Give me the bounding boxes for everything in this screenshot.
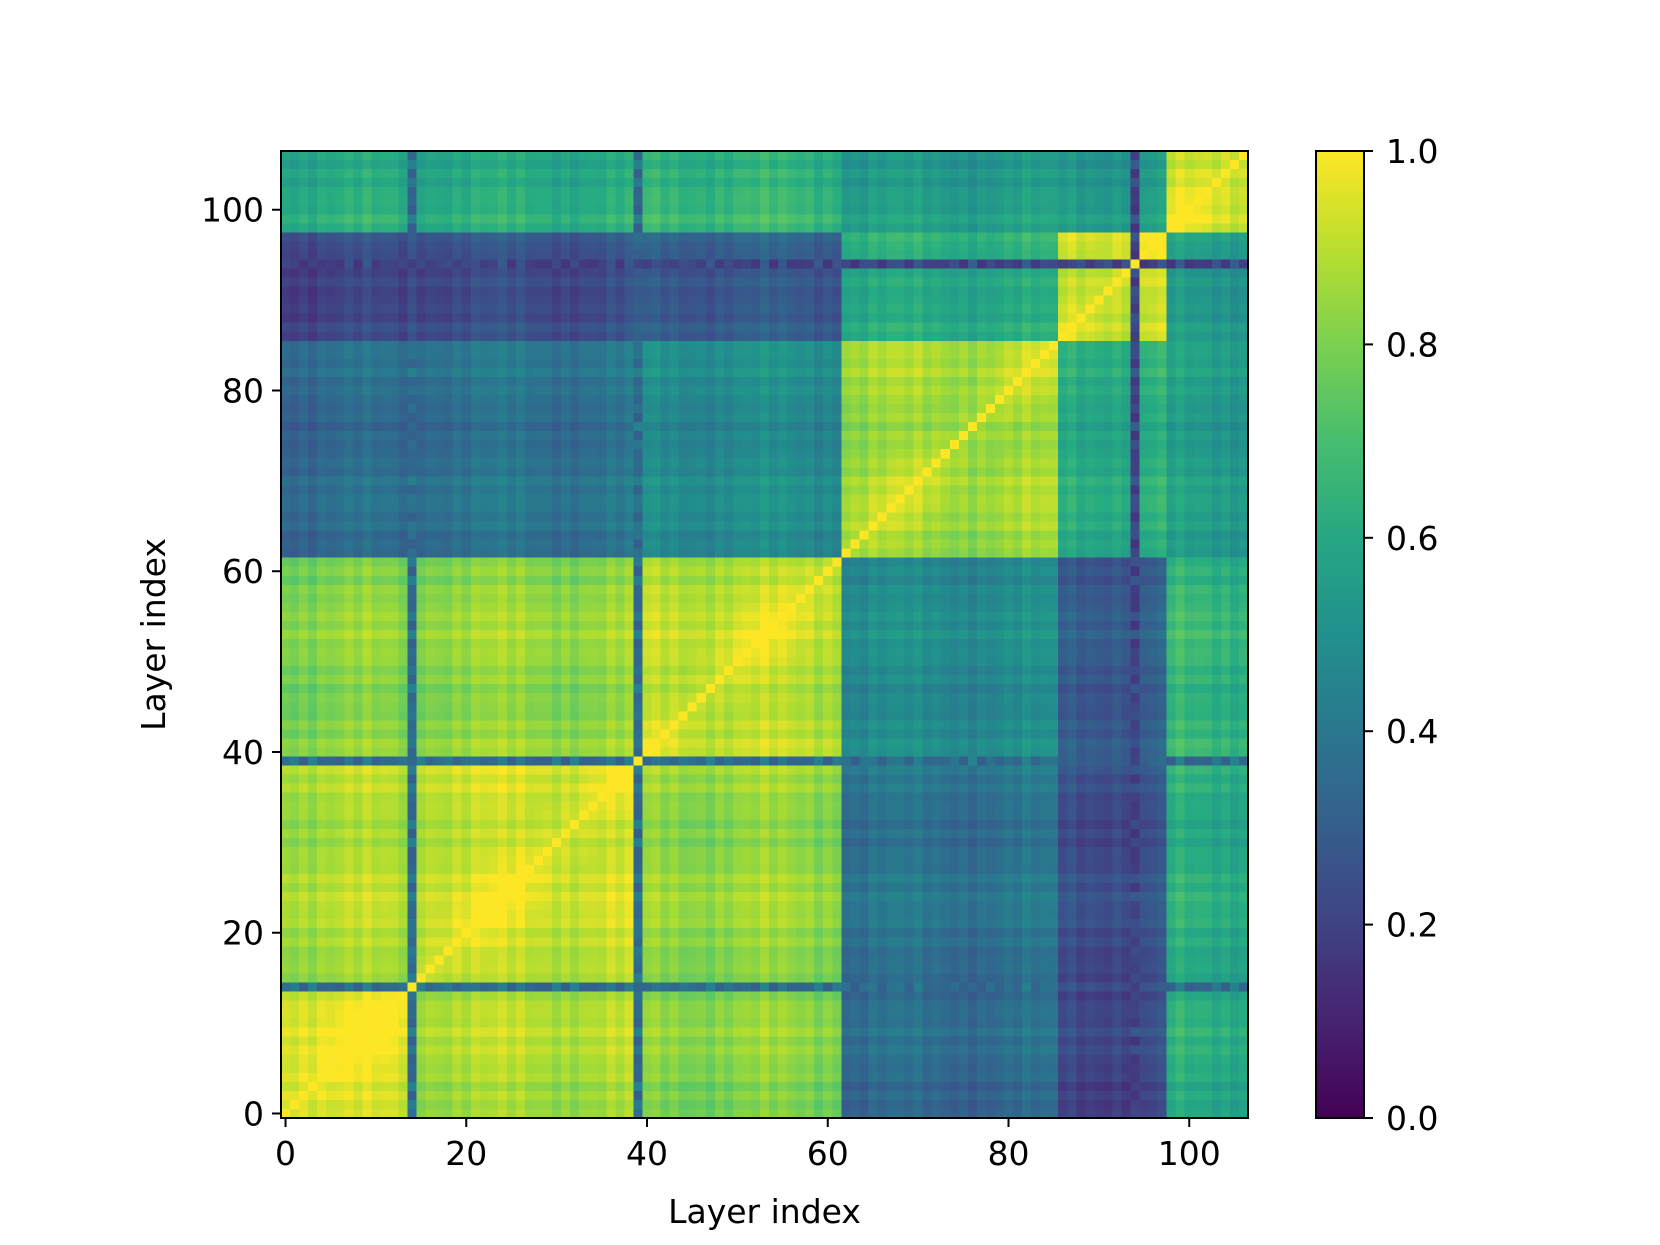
- y-tick-label: 60: [222, 552, 264, 591]
- colorbar-frame: [1315, 150, 1365, 1119]
- x-axis-label: Layer index: [668, 1192, 861, 1231]
- heatmap-cells: [281, 151, 1248, 1118]
- y-axis-ticks: 0 20 40 60 80 100: [201, 191, 281, 1133]
- y-tick-label: 80: [222, 371, 264, 410]
- x-tick-label: 0: [275, 1134, 296, 1173]
- colorbar-tick-label: 0.4: [1386, 712, 1438, 751]
- x-axis-ticks: 0 20 40 60 80 100: [275, 1118, 1221, 1173]
- colorbar-ticks: 0.0 0.2 0.4 0.6 0.8 1.0: [1364, 132, 1438, 1138]
- y-axis-label: Layer index: [134, 538, 173, 731]
- y-tick-label: 40: [222, 733, 264, 772]
- y-tick-label: 0: [243, 1094, 264, 1133]
- colorbar-tick-label: 0.0: [1386, 1099, 1438, 1138]
- colorbar-tick-label: 1.0: [1386, 132, 1438, 171]
- colorbar: [1316, 151, 1364, 1118]
- x-tick-label: 80: [988, 1134, 1030, 1173]
- colorbar-tick-label: 0.8: [1386, 325, 1438, 364]
- heatmap-frame: [280, 150, 1249, 1119]
- colorbar-tick-label: 0.6: [1386, 519, 1438, 558]
- y-tick-label: 100: [201, 191, 264, 230]
- colorbar-tick-label: 0.2: [1386, 906, 1438, 945]
- x-tick-label: 20: [445, 1134, 487, 1173]
- x-tick-label: 100: [1158, 1134, 1221, 1173]
- y-tick-label: 20: [222, 914, 264, 953]
- x-tick-label: 60: [807, 1134, 849, 1173]
- x-tick-label: 40: [626, 1134, 668, 1173]
